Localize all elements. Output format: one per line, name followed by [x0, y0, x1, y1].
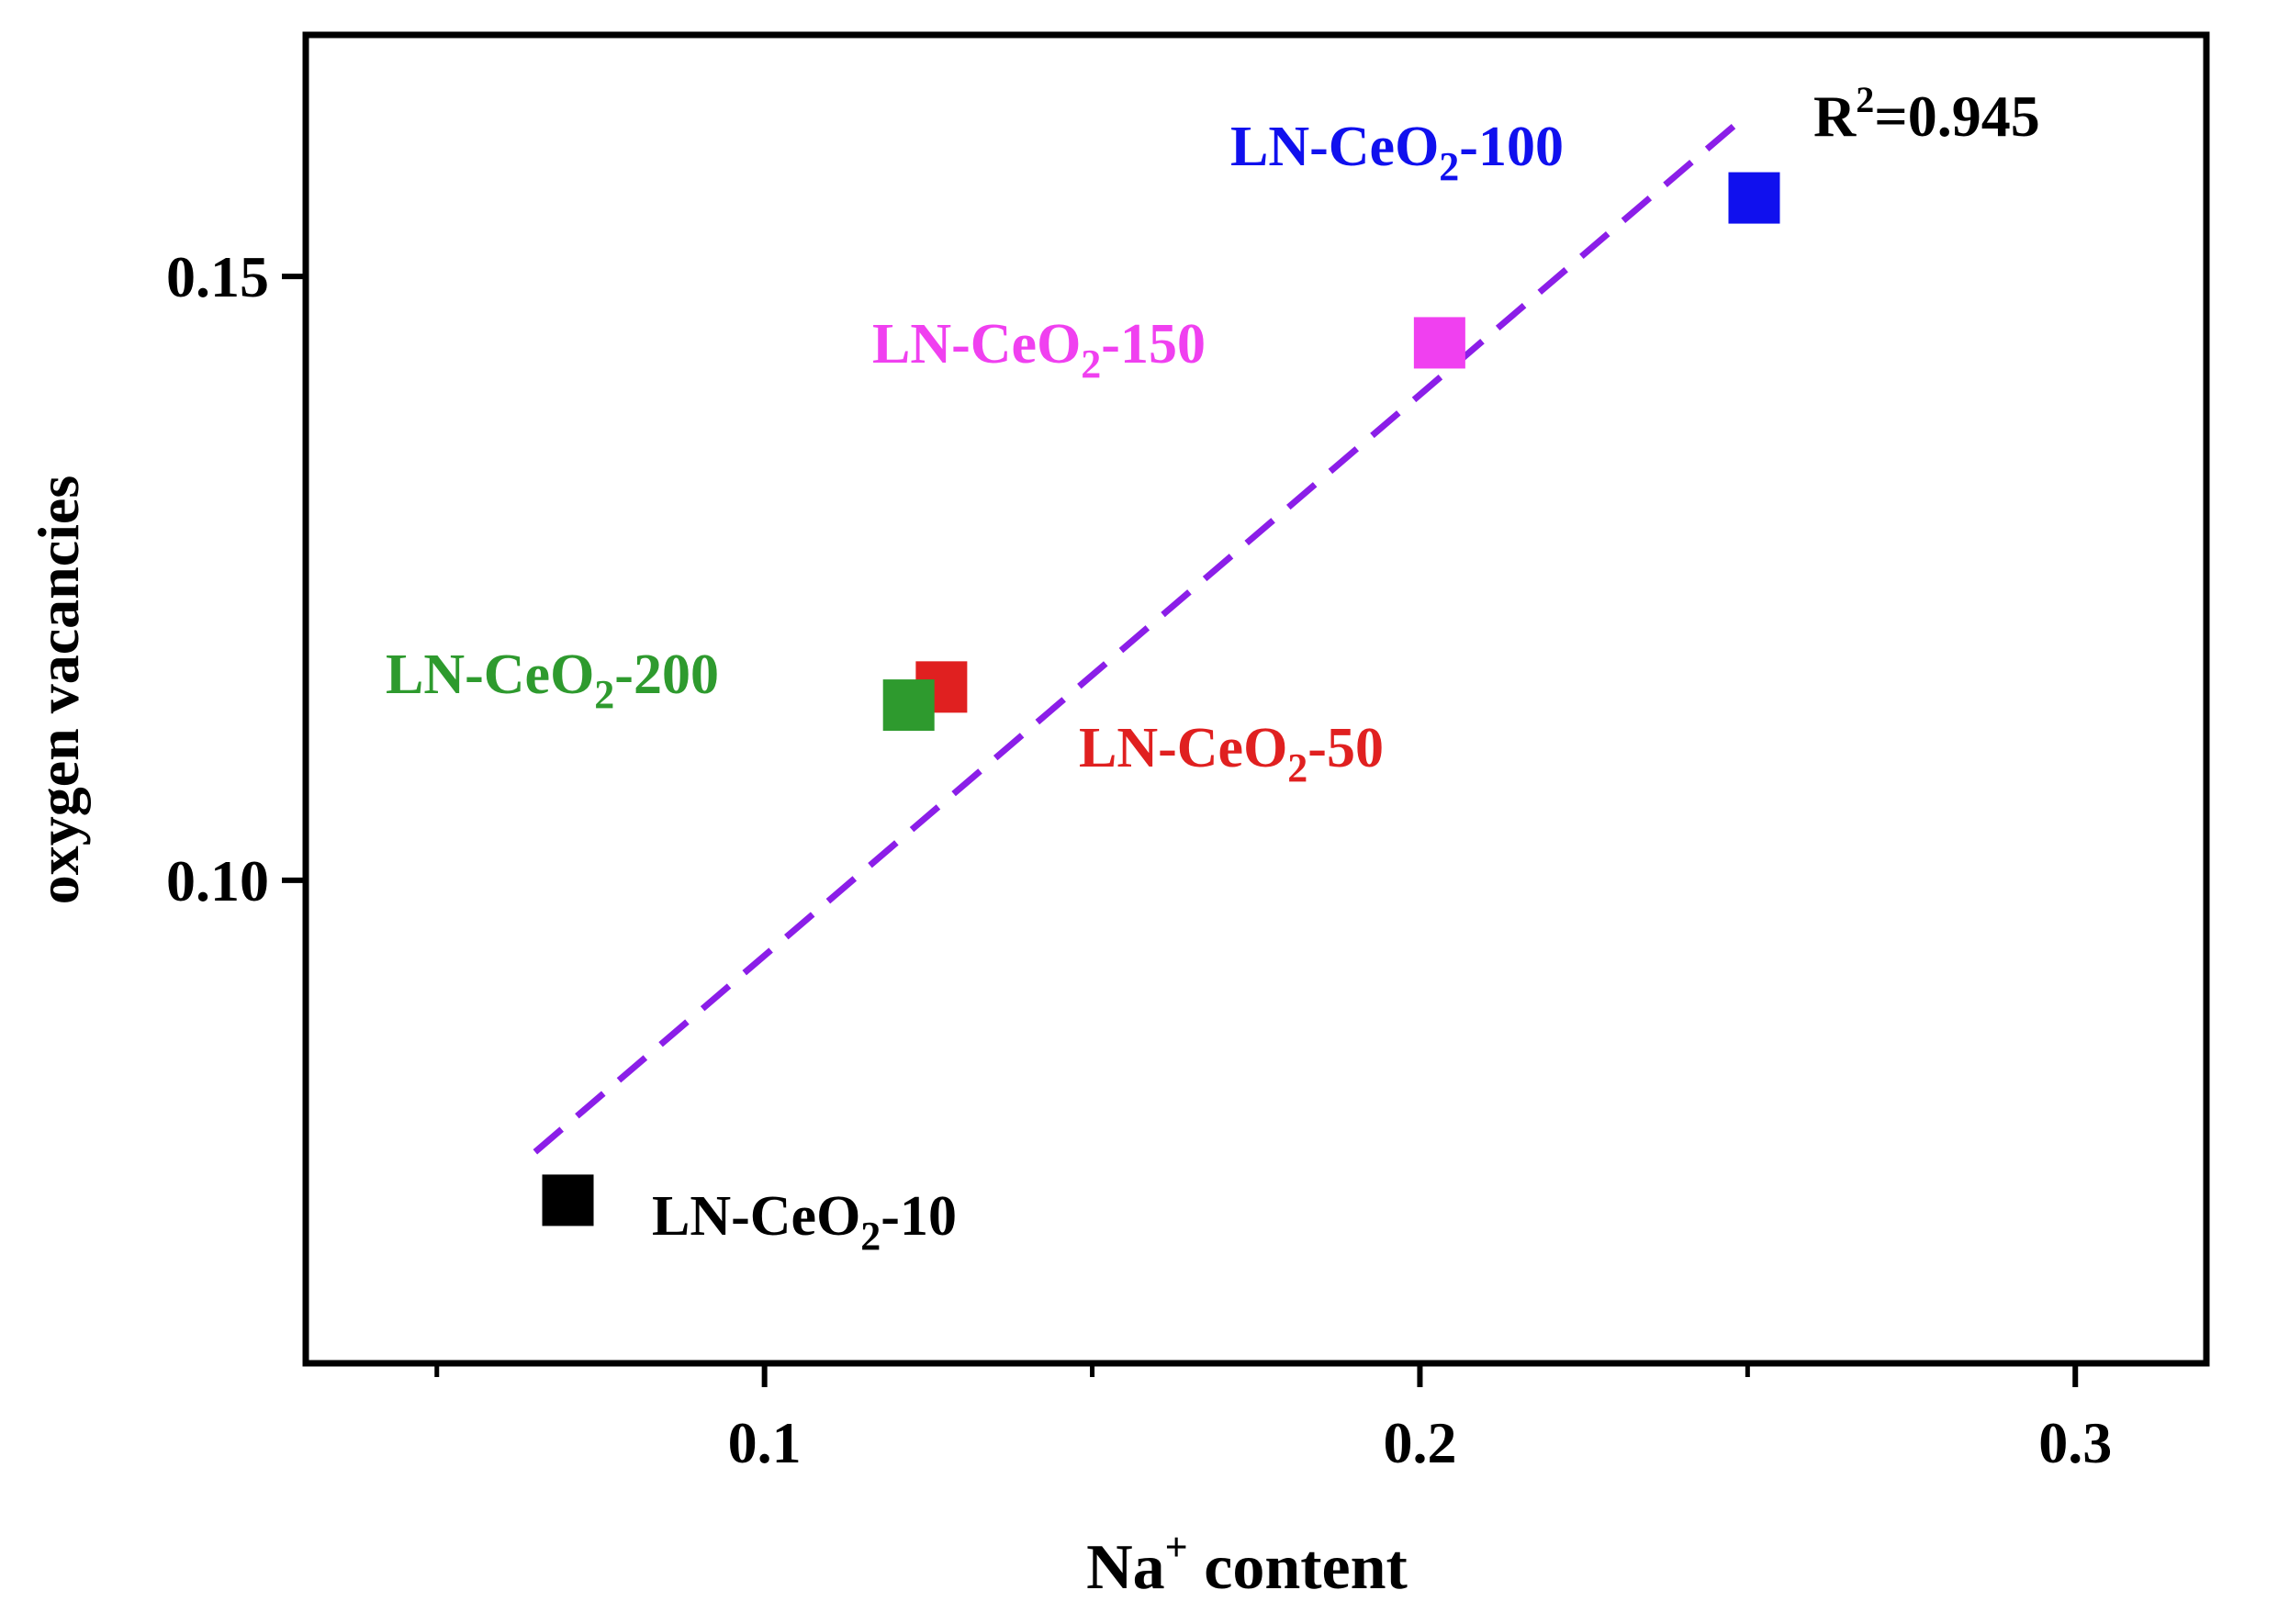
linear-fit-line: [533, 123, 1737, 1155]
marker-ln-ceo2-150: [1413, 317, 1465, 369]
marker-ln-ceo2-10: [542, 1174, 594, 1226]
y-tick-label: 0.15: [166, 244, 269, 309]
point-label-ln-ceo2-150: LN-CeO2-150: [872, 313, 1206, 386]
x-axis-label: Na+ content: [1086, 1525, 1408, 1603]
y-axis-label: oxygen vacancies: [26, 476, 91, 905]
x-tick-label: 0.1: [728, 1410, 802, 1475]
x-tick-label: 0.3: [2038, 1410, 2112, 1475]
r-squared-annotation: R2=0.945: [1813, 79, 2040, 149]
point-label-ln-ceo2-100: LN-CeO2-100: [1230, 116, 1564, 189]
x-tick-label: 0.2: [1383, 1410, 1456, 1475]
x-axis-ticks: 0.1 0.2 0.3: [434, 1363, 2112, 1475]
point-label-ln-ceo2-200: LN-CeO2-200: [386, 644, 719, 717]
marker-ln-ceo2-200: [882, 679, 935, 732]
y-tick-label: 0.10: [166, 848, 269, 913]
y-axis-ticks: 0.10 0.15: [166, 244, 306, 913]
data-markers: [542, 172, 1780, 1226]
point-label-ln-ceo2-50: LN-CeO2-50: [1079, 717, 1384, 790]
point-label-ln-ceo2-10: LN-CeO2-10: [652, 1185, 957, 1259]
point-labels: LN-CeO2-10 LN-CeO2-50 LN-CeO2-200 LN-CeO2-1…: [386, 116, 1564, 1259]
marker-ln-ceo2-100: [1728, 172, 1780, 224]
plot-frame: [302, 31, 2210, 1367]
